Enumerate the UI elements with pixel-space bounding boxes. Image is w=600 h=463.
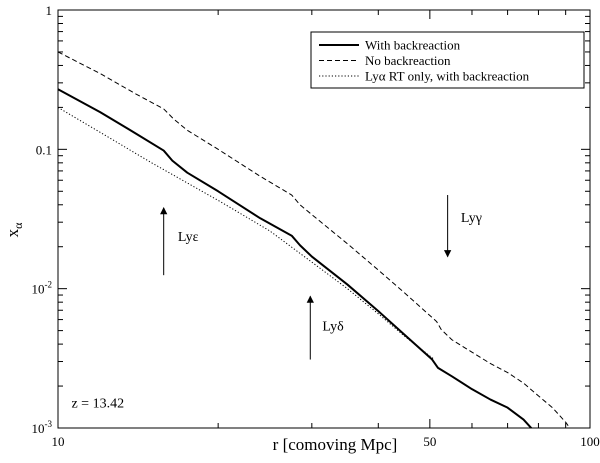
y-tick-label-base: 1 bbox=[46, 3, 53, 18]
legend-label-2: No backreaction bbox=[365, 53, 451, 68]
series-layer bbox=[58, 51, 571, 428]
plot-frame bbox=[57, 9, 591, 429]
annotation-arrowhead bbox=[306, 295, 314, 303]
y-tick-label-base: 10 bbox=[32, 282, 45, 297]
annotation-arrowhead bbox=[160, 206, 168, 215]
annotation-label: Lyδ bbox=[322, 320, 344, 335]
y-tick-label-base: 10 bbox=[32, 421, 45, 436]
y-tick-label-exponent: -2 bbox=[45, 280, 53, 290]
legend-label-3: Lyα RT only, with backreaction bbox=[365, 69, 530, 84]
x-tick-label: 10 bbox=[52, 434, 65, 449]
axis-ticks bbox=[57, 10, 591, 429]
annotation-label: Lyε bbox=[178, 230, 199, 245]
x-axis-title: r [comoving Mpc] bbox=[273, 435, 398, 454]
y-tick-label-exponent: -3 bbox=[45, 419, 53, 429]
x-tick-label: 50 bbox=[423, 434, 436, 449]
series-line-1 bbox=[58, 88, 533, 428]
annotation-redshift-label: z = 13.42 bbox=[71, 397, 124, 412]
y-axis-title: xα bbox=[3, 222, 25, 238]
x-tick-label: 100 bbox=[580, 434, 600, 449]
y-axis-title-sub: α bbox=[11, 222, 25, 229]
legend-label-1: With backreaction bbox=[365, 38, 461, 53]
y-tick-label: 10-2 bbox=[32, 280, 53, 297]
y-tick-label: 10-3 bbox=[32, 419, 53, 436]
annotation-label: Lyγ bbox=[461, 211, 482, 226]
y-tick-label: 0.1 bbox=[36, 142, 52, 157]
annotations-layer: Lyε Lyδ Lyγ z = 13.42 bbox=[71, 195, 482, 412]
y-tick-label-base: 0.1 bbox=[36, 142, 52, 157]
y-axis-title-main: x bbox=[3, 228, 22, 237]
annotation-arrowhead bbox=[443, 250, 452, 258]
legend-box bbox=[310, 31, 585, 89]
y-tick-label: 1 bbox=[46, 3, 53, 18]
